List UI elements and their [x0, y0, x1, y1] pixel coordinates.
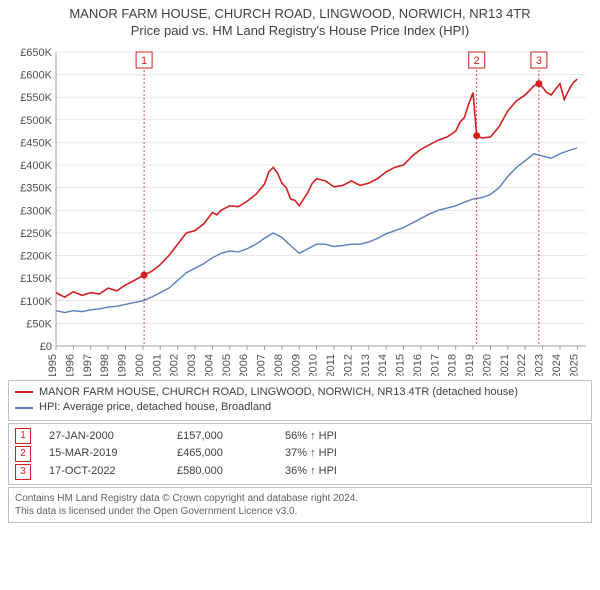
legend: MANOR FARM HOUSE, CHURCH ROAD, LINGWOOD,…: [8, 380, 592, 421]
event-pct-1: 56% ↑ HPI: [285, 428, 337, 446]
event-price-1: £157,000: [177, 428, 267, 446]
svg-text:2008: 2008: [273, 354, 285, 376]
svg-text:1998: 1998: [99, 354, 111, 376]
svg-text:2017: 2017: [429, 354, 441, 376]
event-table: 1 27-JAN-2000 £157,000 56% ↑ HPI 2 15-MA…: [8, 423, 592, 486]
event-date-2: 15-MAR-2019: [49, 445, 159, 463]
event-row-1: 1 27-JAN-2000 £157,000 56% ↑ HPI: [15, 428, 585, 446]
event-badge-3: 3: [15, 464, 31, 480]
svg-text:2001: 2001: [151, 354, 163, 376]
svg-text:2020: 2020: [481, 354, 493, 376]
legend-swatch-hpi: [15, 407, 33, 409]
svg-text:1999: 1999: [117, 354, 129, 376]
svg-text:2025: 2025: [568, 354, 580, 376]
price-chart: £0 £50K £100K £150K £200K £250K £300K £350K £400…: [8, 46, 592, 376]
svg-text:2023: 2023: [534, 354, 546, 376]
event-pct-2: 37% ↑ HPI: [285, 445, 337, 463]
svg-text:£0: £0: [40, 341, 52, 353]
title-block: MANOR FARM HOUSE, CHURCH ROAD, LINGWOOD,…: [0, 0, 600, 40]
svg-text:£550K: £550K: [20, 92, 52, 104]
svg-text:1996: 1996: [64, 354, 76, 376]
legend-label-subject: MANOR FARM HOUSE, CHURCH ROAD, LINGWOOD,…: [39, 385, 518, 400]
attribution-line-1: Contains HM Land Registry data © Crown c…: [15, 492, 585, 505]
svg-text:1: 1: [141, 55, 147, 67]
svg-text:2021: 2021: [499, 354, 511, 376]
event-date-3: 17-OCT-2022: [49, 463, 159, 481]
svg-text:2003: 2003: [186, 354, 198, 376]
svg-text:2018: 2018: [447, 354, 459, 376]
svg-text:2010: 2010: [308, 354, 320, 376]
event-price-2: £465,000: [177, 445, 267, 463]
svg-text:£100K: £100K: [20, 296, 52, 308]
svg-text:£50K: £50K: [26, 318, 52, 330]
svg-text:2024: 2024: [551, 354, 563, 376]
svg-text:2022: 2022: [516, 354, 528, 376]
svg-text:2002: 2002: [169, 354, 181, 376]
attribution: Contains HM Land Registry data © Crown c…: [8, 487, 592, 523]
legend-row-hpi: HPI: Average price, detached house, Broa…: [15, 400, 585, 415]
svg-text:2000: 2000: [134, 354, 146, 376]
svg-text:2: 2: [474, 55, 480, 67]
svg-text:£300K: £300K: [20, 205, 52, 217]
svg-text:2006: 2006: [238, 354, 250, 376]
svg-text:2005: 2005: [221, 354, 233, 376]
svg-text:2007: 2007: [256, 354, 268, 376]
chart-svg: £0 £50K £100K £150K £200K £250K £300K £350K £400…: [8, 46, 592, 376]
svg-text:2011: 2011: [325, 354, 337, 376]
svg-text:£600K: £600K: [20, 69, 52, 81]
svg-text:£350K: £350K: [20, 182, 52, 194]
svg-text:1997: 1997: [82, 354, 94, 376]
legend-swatch-subject: [15, 391, 33, 393]
event-row-2: 2 15-MAR-2019 £465,000 37% ↑ HPI: [15, 445, 585, 463]
svg-text:1995: 1995: [47, 354, 59, 376]
svg-text:2009: 2009: [290, 354, 302, 376]
svg-text:2012: 2012: [342, 354, 354, 376]
svg-text:2016: 2016: [412, 354, 424, 376]
title-line-1: MANOR FARM HOUSE, CHURCH ROAD, LINGWOOD,…: [0, 6, 600, 23]
legend-row-subject: MANOR FARM HOUSE, CHURCH ROAD, LINGWOOD,…: [15, 385, 585, 400]
event-badge-1: 1: [15, 428, 31, 444]
svg-text:3: 3: [536, 55, 542, 67]
svg-text:2013: 2013: [360, 354, 372, 376]
event-pct-3: 36% ↑ HPI: [285, 463, 337, 481]
event-row-3: 3 17-OCT-2022 £580,000 36% ↑ HPI: [15, 463, 585, 481]
svg-text:£250K: £250K: [20, 228, 52, 240]
svg-text:2014: 2014: [377, 354, 389, 376]
svg-text:£450K: £450K: [20, 137, 52, 149]
legend-label-hpi: HPI: Average price, detached house, Broa…: [39, 400, 271, 415]
svg-text:£150K: £150K: [20, 273, 52, 285]
svg-text:2019: 2019: [464, 354, 476, 376]
svg-text:£650K: £650K: [20, 47, 52, 59]
svg-text:£200K: £200K: [20, 250, 52, 262]
event-date-1: 27-JAN-2000: [49, 428, 159, 446]
svg-text:£500K: £500K: [20, 115, 52, 127]
event-price-3: £580,000: [177, 463, 267, 481]
svg-text:2004: 2004: [203, 354, 215, 376]
title-line-2: Price paid vs. HM Land Registry's House …: [0, 23, 600, 40]
svg-text:2015: 2015: [395, 354, 407, 376]
attribution-line-2: This data is licensed under the Open Gov…: [15, 505, 585, 518]
event-badge-2: 2: [15, 446, 31, 462]
svg-text:£400K: £400K: [20, 160, 52, 172]
